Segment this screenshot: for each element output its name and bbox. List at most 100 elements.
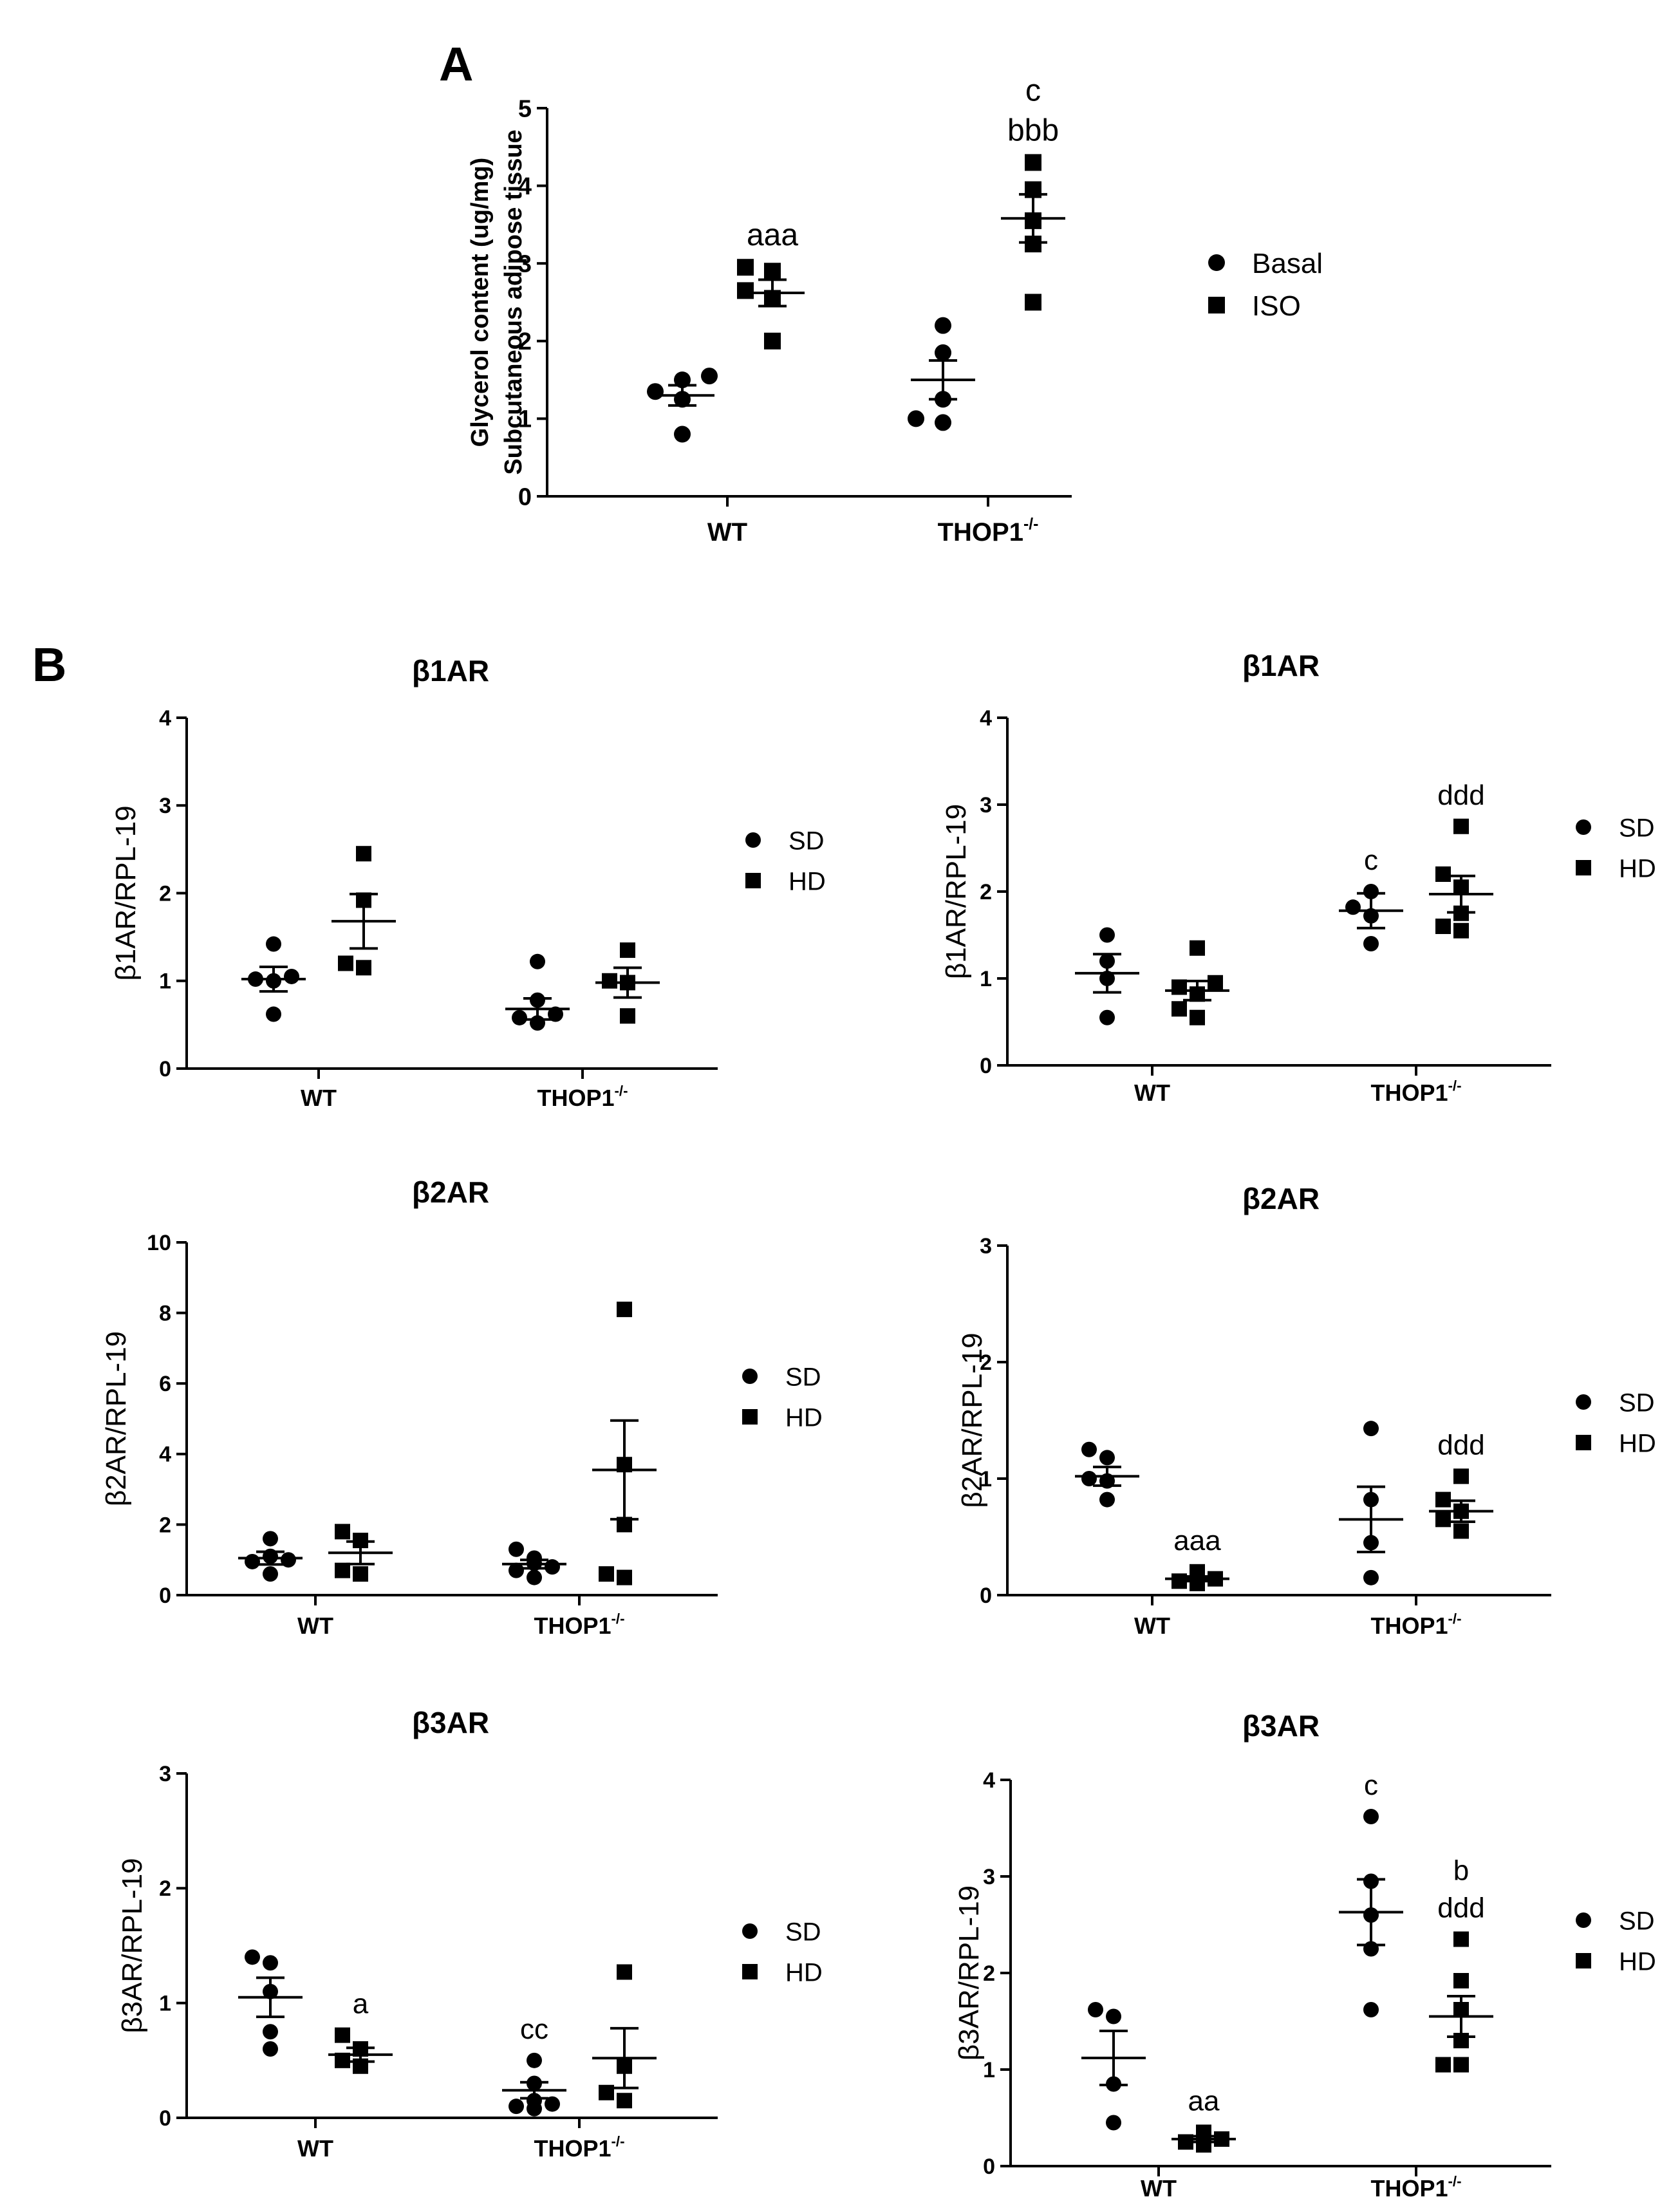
- legend-square-icon: [1576, 860, 1591, 875]
- y-tick-label: 2: [159, 881, 171, 906]
- point-circle: [266, 1006, 281, 1022]
- legend-label: HD: [1619, 1947, 1656, 1976]
- point-circle: [1106, 2008, 1121, 2024]
- chart-a: 0 1 2 3 4 5 WT THOP1-/- Glycerol content (ug/mg)…: [467, 73, 1323, 547]
- legend-circle-icon: [745, 832, 761, 848]
- point-square: [602, 973, 617, 989]
- x-tick-label: THOP1-/-: [537, 1083, 628, 1111]
- significance-label: aaa: [747, 218, 798, 252]
- legend-label: SD: [1619, 1388, 1655, 1417]
- chart-b3: β2AR 0 2 4 6 8 10 WT THOP1-/- β2AR/RPL-19 SD HD: [100, 1175, 823, 1639]
- point-square: [599, 1566, 614, 1582]
- point-circle: [1099, 1491, 1115, 1508]
- legend-circle-icon: [1576, 1394, 1591, 1410]
- point-square: [335, 2027, 350, 2043]
- point-square: [1435, 1511, 1451, 1528]
- point-circle: [1099, 927, 1115, 943]
- point-circle: [512, 1009, 527, 1025]
- x-tick-label: THOP1-/-: [1370, 1078, 1461, 1106]
- point-circle: [527, 1569, 542, 1585]
- y-tick-label: 10: [147, 1231, 171, 1255]
- y-tick-label: 1: [983, 2058, 995, 2082]
- y-tick-label: 3: [980, 1234, 992, 1258]
- legend-circle-icon: [1576, 819, 1591, 835]
- y-axis-label: β3AR/RPL-19: [953, 1885, 985, 2061]
- y-tick-label: 2: [980, 880, 992, 904]
- point-square: [353, 1566, 368, 1582]
- point-circle: [509, 2099, 524, 2115]
- point-square: [1171, 1001, 1187, 1017]
- panel-label-b: B: [32, 638, 66, 691]
- y-tick-label: 0: [980, 1584, 992, 1608]
- y-tick-label: 0: [159, 1057, 171, 1081]
- y-tick-label: 2: [983, 1961, 995, 1986]
- y-tick-label: 0: [159, 1584, 171, 1608]
- point-square: [1453, 1973, 1469, 1988]
- significance-label: c: [1364, 845, 1378, 876]
- point-circle: [509, 1541, 524, 1557]
- chart-title: β2AR: [412, 1175, 489, 1209]
- point-circle: [647, 383, 664, 400]
- point-circle: [245, 1949, 260, 1965]
- y-tick-label: 0: [980, 1054, 992, 1078]
- chart-title: β1AR: [1242, 649, 1320, 682]
- x-tick-label: THOP1-/-: [1370, 2173, 1461, 2197]
- point-circle: [701, 368, 718, 385]
- x-tick-label: THOP1-/-: [938, 516, 1039, 547]
- y-tick-label: 2: [518, 328, 532, 355]
- chart-b5: β3AR 0 1 2 3 WT THOP1-/- β3AR/RPL-19 a cc SD HD: [117, 1706, 823, 2162]
- x-tick-label: WT: [297, 2135, 333, 2162]
- point-square: [764, 263, 781, 280]
- point-circle: [1088, 2002, 1103, 2017]
- y-tick-label: 3: [159, 794, 171, 818]
- legend-square-icon: [745, 873, 761, 888]
- point-circle: [1081, 1441, 1097, 1457]
- point-square: [338, 955, 353, 971]
- chart-title: β1AR: [412, 654, 489, 687]
- point-circle: [527, 2093, 542, 2109]
- legend-square-icon: [1576, 1953, 1591, 1968]
- point-square: [617, 1569, 632, 1585]
- significance-label: ddd: [1437, 1429, 1484, 1461]
- y-axis-label: Subcutaneous adipose tissue: [500, 129, 527, 474]
- x-tick-label: WT: [1134, 1613, 1170, 1639]
- significance-label: aa: [1188, 2086, 1220, 2117]
- y-tick-label: 8: [159, 1302, 171, 1326]
- point-circle: [1345, 899, 1361, 915]
- point-square: [737, 282, 754, 299]
- x-tick-label: THOP1-/-: [534, 1611, 624, 1639]
- point-square: [1208, 975, 1223, 991]
- y-tick-label: 3: [518, 251, 532, 278]
- legend-square-icon: [1208, 297, 1225, 313]
- point-circle: [245, 1553, 260, 1569]
- legend-label: SD: [785, 1363, 821, 1391]
- point-square: [1453, 818, 1469, 834]
- y-tick-label: 1: [518, 406, 532, 433]
- significance-label: a: [353, 1988, 369, 2020]
- point-square: [356, 960, 371, 976]
- point-square: [1453, 1468, 1469, 1484]
- point-square: [1190, 1009, 1205, 1025]
- y-tick-label: 4: [159, 1443, 171, 1467]
- point-circle: [1363, 1421, 1379, 1437]
- significance-label: ddd: [1437, 780, 1484, 811]
- chart-title: β3AR: [412, 1706, 489, 1739]
- y-tick-label: 2: [980, 1351, 992, 1375]
- y-tick-label: 1: [980, 967, 992, 991]
- point-circle: [263, 2041, 278, 2057]
- point-circle: [1099, 1450, 1115, 1466]
- point-circle: [1363, 884, 1379, 899]
- legend-label: HD: [1619, 1429, 1656, 1457]
- point-circle: [527, 2052, 542, 2068]
- y-tick-label: 2: [159, 1876, 171, 1901]
- y-axis-label: Glycerol content (ug/mg): [467, 158, 494, 447]
- point-circle: [908, 410, 924, 427]
- point-square: [617, 2093, 632, 2109]
- point-circle: [263, 1531, 278, 1547]
- point-circle: [1363, 936, 1379, 951]
- point-square: [737, 259, 754, 276]
- legend-circle-icon: [1576, 1912, 1591, 1928]
- chart-b2: β1AR 0 1 2 3 4 WT THOP1-/- β1AR/RPL-19 c ddd SD HD: [940, 649, 1656, 1106]
- legend-label: HD: [785, 1403, 823, 1432]
